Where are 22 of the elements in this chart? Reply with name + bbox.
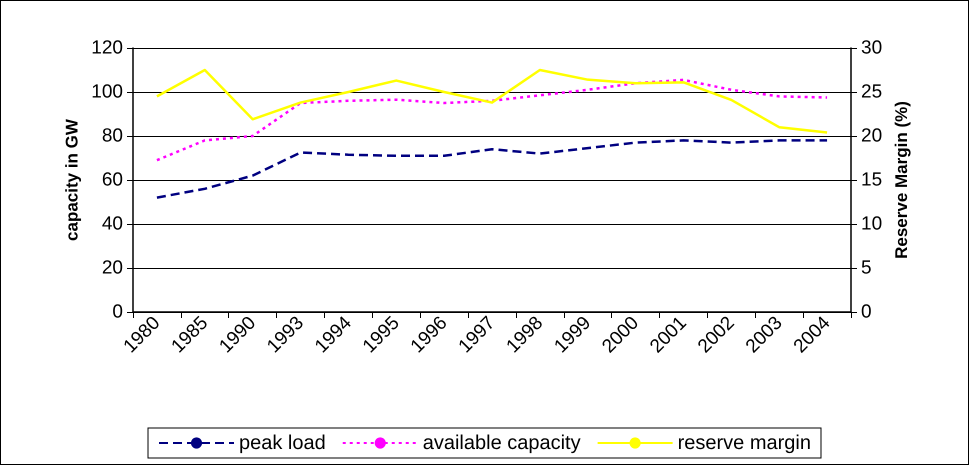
y2-tick-label: 15 <box>861 170 882 190</box>
y-tick-label: 100 <box>91 82 123 102</box>
y2-tick-label: 25 <box>861 82 882 102</box>
legend-label: available capacity <box>422 432 581 454</box>
y-axis-title: capacity in GW <box>62 118 82 241</box>
y2-tick-label: 30 <box>861 38 882 58</box>
y-tick-label: 20 <box>102 258 123 278</box>
y2-tick-label: 20 <box>861 126 882 146</box>
y2-tick-label: 10 <box>861 214 882 234</box>
y2-tick-label: 0 <box>861 302 872 322</box>
y-tick-label: 60 <box>102 170 123 190</box>
y-tick-label: 80 <box>102 126 123 146</box>
y2-axis-title: Reserve Margin (%) <box>892 101 912 259</box>
legend-label: reserve margin <box>678 432 812 454</box>
y-tick-label: 40 <box>102 214 123 234</box>
y2-tick-label: 5 <box>861 258 872 278</box>
line-series <box>156 139 828 199</box>
line-series <box>156 78 828 162</box>
line-series <box>156 68 828 134</box>
y-tick-label: 0 <box>112 302 123 322</box>
legend-label: peak load <box>239 432 326 454</box>
y-tick-label: 120 <box>91 38 123 58</box>
